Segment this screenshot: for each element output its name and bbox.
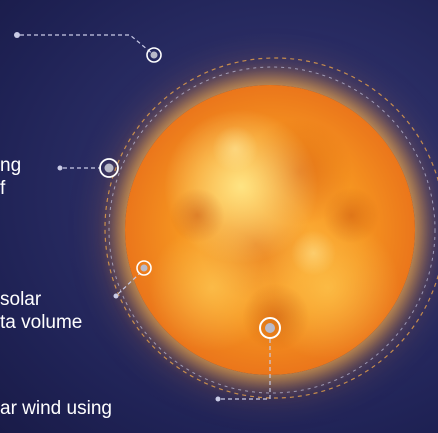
label-line: ta volume	[0, 312, 83, 333]
connector-dot	[215, 396, 221, 402]
connector-top	[14, 32, 162, 63]
node-marker-icon	[99, 158, 119, 178]
node-marker-icon	[136, 260, 152, 276]
connector-dot	[57, 165, 63, 171]
connector-dot	[14, 32, 20, 38]
connector-middle	[57, 158, 119, 178]
connector-dot	[113, 293, 119, 299]
label-line: solar	[0, 289, 42, 310]
inner-orbit	[108, 66, 436, 394]
label-group-3: ar wind using	[0, 397, 112, 420]
label-line: f	[0, 178, 6, 199]
label-group-2: solar ta volume	[0, 288, 82, 334]
label-line: ar wind using	[0, 398, 112, 419]
connector-lower	[113, 260, 152, 299]
label-group-1: ng f	[0, 154, 21, 200]
outer-orbit	[104, 57, 438, 399]
node-marker-icon	[146, 47, 162, 63]
label-line: ng	[0, 155, 22, 176]
node-marker-icon	[259, 317, 281, 339]
connector-bottom	[215, 317, 281, 402]
